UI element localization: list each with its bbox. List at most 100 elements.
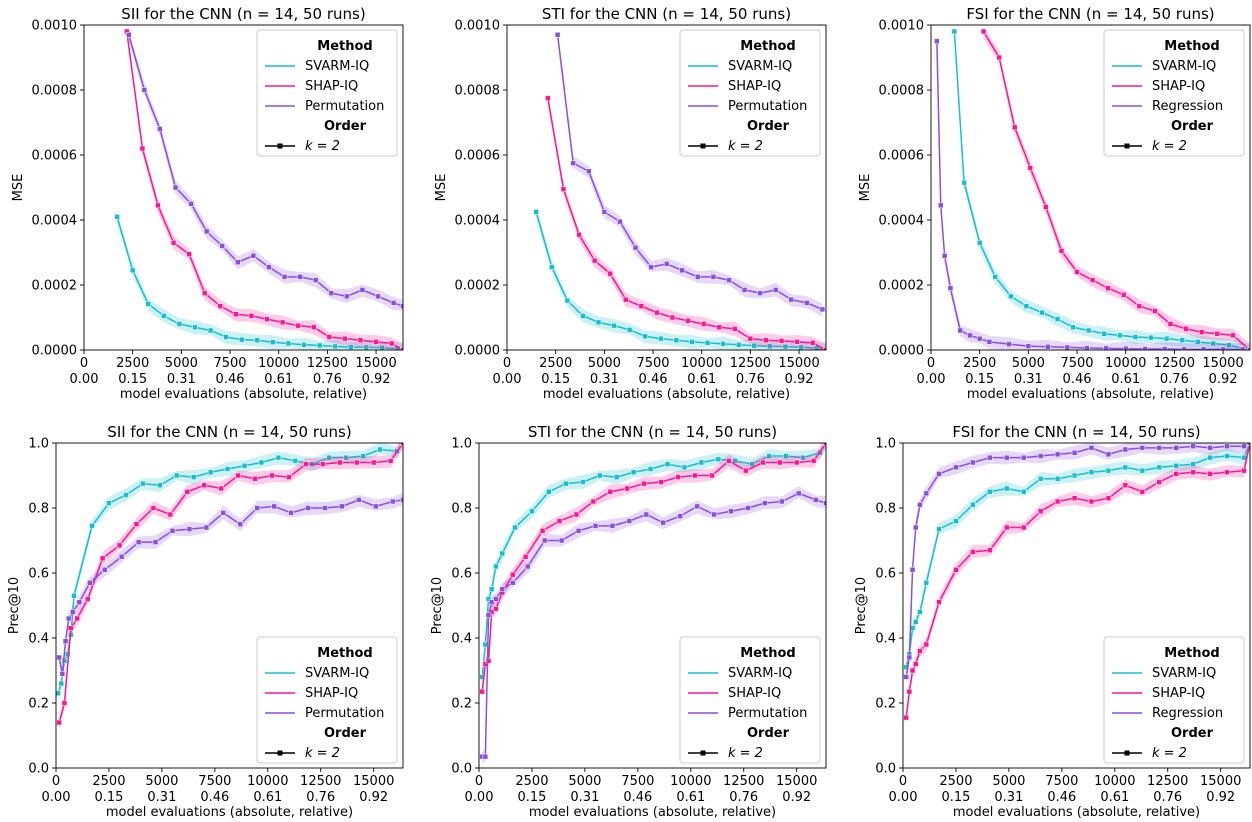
data-point — [493, 606, 499, 612]
data-point — [101, 567, 108, 573]
data-point — [609, 523, 616, 529]
data-point — [1214, 331, 1220, 337]
x-tick-label-relative: 0.00 — [889, 790, 918, 805]
data-point — [641, 480, 647, 487]
data-point — [647, 466, 654, 472]
data-point — [917, 609, 923, 615]
data-point — [1025, 343, 1032, 349]
y-tick-label: 1.0 — [451, 437, 472, 452]
x-tick-label: 12500 — [307, 356, 348, 371]
data-point — [485, 596, 492, 602]
data-point — [61, 700, 68, 706]
data-point — [332, 343, 338, 350]
x-tick-label: 10000 — [247, 774, 288, 789]
data-point — [1239, 346, 1246, 350]
y-tick-label: 0.2 — [451, 697, 472, 712]
x-tick-label-relative: 0.92 — [359, 790, 388, 805]
x-axis-label: model evaluations (absolute, relative) — [953, 805, 1200, 820]
x-tick-label: 7500 — [621, 774, 654, 789]
data-point — [823, 443, 826, 446]
data-point — [285, 340, 292, 347]
data-point — [58, 680, 65, 687]
data-point — [677, 513, 683, 519]
data-point — [957, 327, 963, 334]
data-point — [936, 526, 942, 532]
data-point — [909, 667, 916, 674]
data-point — [155, 202, 161, 209]
y-tick-label: 1.0 — [875, 437, 896, 452]
confidence-band-1 — [59, 443, 403, 730]
x-tick-label: 0 — [475, 774, 483, 789]
data-point — [749, 461, 755, 467]
x-tick-label-relative: 0.61 — [687, 372, 716, 387]
data-point — [782, 344, 789, 350]
y-tick-label: 0.2 — [875, 697, 896, 712]
data-point — [250, 253, 257, 259]
data-point — [711, 511, 717, 518]
data-point — [1071, 495, 1078, 501]
data-point — [1190, 469, 1196, 475]
x-tick-label-relative: 0.61 — [264, 372, 293, 387]
x-tick-label: 15000 — [353, 774, 394, 789]
x-tick-label: 12500 — [730, 356, 771, 371]
data-point — [601, 209, 608, 215]
data-point — [804, 300, 810, 306]
data-point — [190, 474, 197, 480]
data-point — [1156, 479, 1163, 485]
data-point — [1207, 454, 1213, 461]
data-point — [556, 518, 563, 524]
legend-entry-label: SVARM-IQ — [305, 666, 369, 681]
legend-title-method: Method — [1164, 39, 1219, 54]
legend-box — [1103, 636, 1245, 764]
data-point — [387, 458, 394, 464]
data-point — [987, 454, 993, 461]
data-point — [493, 563, 499, 570]
axes-frame — [930, 24, 1251, 351]
data-point — [373, 339, 379, 345]
data-point — [607, 489, 614, 495]
legend: Method SVARM-IQ SHAP-IQ Permutation Order k =… — [256, 29, 398, 157]
data-point — [303, 461, 309, 467]
data-point — [485, 612, 492, 618]
x-axis-label: model evaluations (absolute, relative) — [106, 805, 353, 820]
data-point — [201, 290, 208, 296]
x-tick-label-relative: 0.31 — [167, 372, 196, 387]
data-point — [70, 609, 76, 615]
data-point — [741, 287, 748, 293]
axes-frame — [506, 24, 827, 351]
y-tick-label: 0.8 — [451, 502, 472, 517]
x-axis-label: model evaluations (absolute, relative) — [967, 387, 1214, 402]
data-point — [157, 126, 163, 132]
y-tick-label: 0.0004 — [32, 214, 78, 229]
data-point — [936, 599, 942, 605]
x-tick-label: 10000 — [670, 774, 711, 789]
data-point — [704, 340, 711, 346]
data-point — [301, 342, 307, 348]
data-point — [1194, 339, 1201, 345]
x-tick-label: 5000 — [145, 774, 178, 789]
data-point — [563, 480, 569, 487]
data-point — [140, 480, 146, 487]
data-point — [85, 596, 91, 602]
y-tick-label: 0.4 — [875, 632, 896, 647]
data-point — [1173, 445, 1179, 451]
data-point — [937, 202, 944, 209]
data-point — [373, 503, 379, 510]
data-point — [698, 459, 705, 466]
x-tick-label: 5000 — [165, 356, 198, 371]
y-axis-label: MSE — [11, 174, 26, 202]
data-point — [936, 471, 942, 477]
confidence-band-1 — [983, 27, 1250, 350]
x-tick-label-relative: 0.76 — [306, 790, 335, 805]
data-point — [715, 456, 722, 462]
data-point — [1105, 451, 1112, 458]
y-tick-label: 0.0000 — [879, 344, 925, 359]
legend-order-marker — [1124, 750, 1130, 756]
data-point — [1054, 316, 1061, 322]
data-point — [129, 267, 136, 274]
data-point — [564, 297, 571, 304]
